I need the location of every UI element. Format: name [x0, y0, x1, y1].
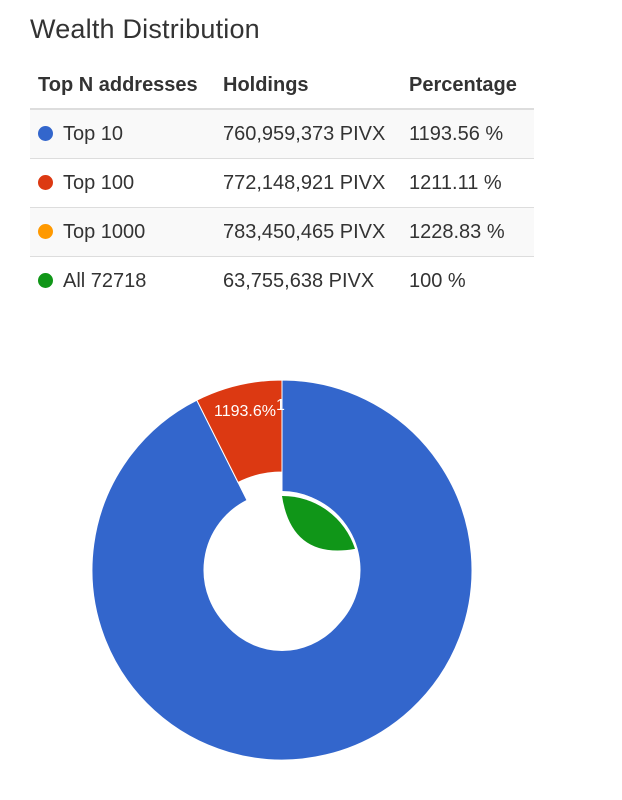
page-title: Wealth Distribution — [30, 14, 260, 44]
percentage-cell: 100 % — [409, 269, 466, 292]
wealth-distribution-donut-chart: 1193.6% 1 — [91, 379, 473, 761]
row-label: Top 10 — [63, 122, 124, 145]
table-row: Top 10 760,959,373 PIVX 1193.56 % — [30, 109, 534, 159]
table-row: Top 100 772,148,921 PIVX 1211.11 % — [30, 158, 534, 208]
holdings-cell: 63,755,638 PIVX — [223, 269, 375, 292]
table-header-row: Top N addresses Holdings Percentage — [30, 62, 534, 110]
donut-slices — [91, 379, 473, 761]
percentage-cell: 1228.83 % — [401, 207, 534, 257]
row-label-cell: Top 1000 — [30, 207, 215, 257]
row-label: Top 1000 — [63, 220, 146, 243]
legend-dot-icon — [38, 272, 53, 288]
table-row: Top 1000 783,450,465 PIVX 1228.83 % — [30, 207, 534, 257]
donut-hole — [206, 491, 358, 651]
row-label: All 72718 — [63, 269, 147, 292]
slice-label-overlap: 1 — [276, 397, 285, 414]
donut-slice-top-100[interactable] — [196, 379, 283, 484]
donut-slice-all[interactable] — [282, 495, 356, 551]
row-label: Top 100 — [63, 171, 135, 194]
column-header-holdings: Holdings — [215, 62, 401, 110]
holdings-cell: 783,450,465 PIVX — [215, 207, 401, 257]
percentage-cell: 1211.11 % — [401, 158, 534, 208]
slice-label-top-10: 1193.6% — [214, 403, 276, 420]
row-label-cell: All 72718 — [30, 257, 215, 306]
holdings-cell: 772,148,921 PIVX — [215, 158, 401, 208]
legend-dot-icon — [38, 125, 53, 141]
column-header-percentage: Percentage — [401, 62, 534, 110]
wealth-distribution-table: Top N addresses Holdings Percentage Top … — [30, 62, 534, 305]
table-row: All 72718 63,755,638 PIVX 100 % — [30, 257, 534, 306]
holdings-cell: 760,959,373 PIVX — [215, 109, 401, 159]
percentage-cell: 1193.56 % — [401, 109, 534, 159]
legend-dot-icon — [38, 223, 53, 239]
donut-slice-labels: 1193.6% 1 — [214, 397, 285, 420]
legend-dot-icon — [38, 174, 53, 190]
row-label-cell: Top 10 — [30, 109, 215, 159]
row-label-cell: Top 100 — [30, 158, 215, 208]
column-header-top-n: Top N addresses — [30, 62, 215, 110]
